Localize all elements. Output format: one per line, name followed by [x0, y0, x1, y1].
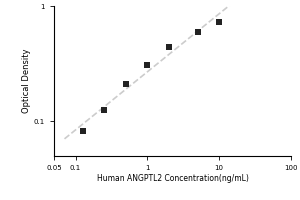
Y-axis label: Optical Density: Optical Density [22, 49, 31, 113]
X-axis label: Human ANGPTL2 Concentration(ng/mL): Human ANGPTL2 Concentration(ng/mL) [97, 174, 248, 183]
